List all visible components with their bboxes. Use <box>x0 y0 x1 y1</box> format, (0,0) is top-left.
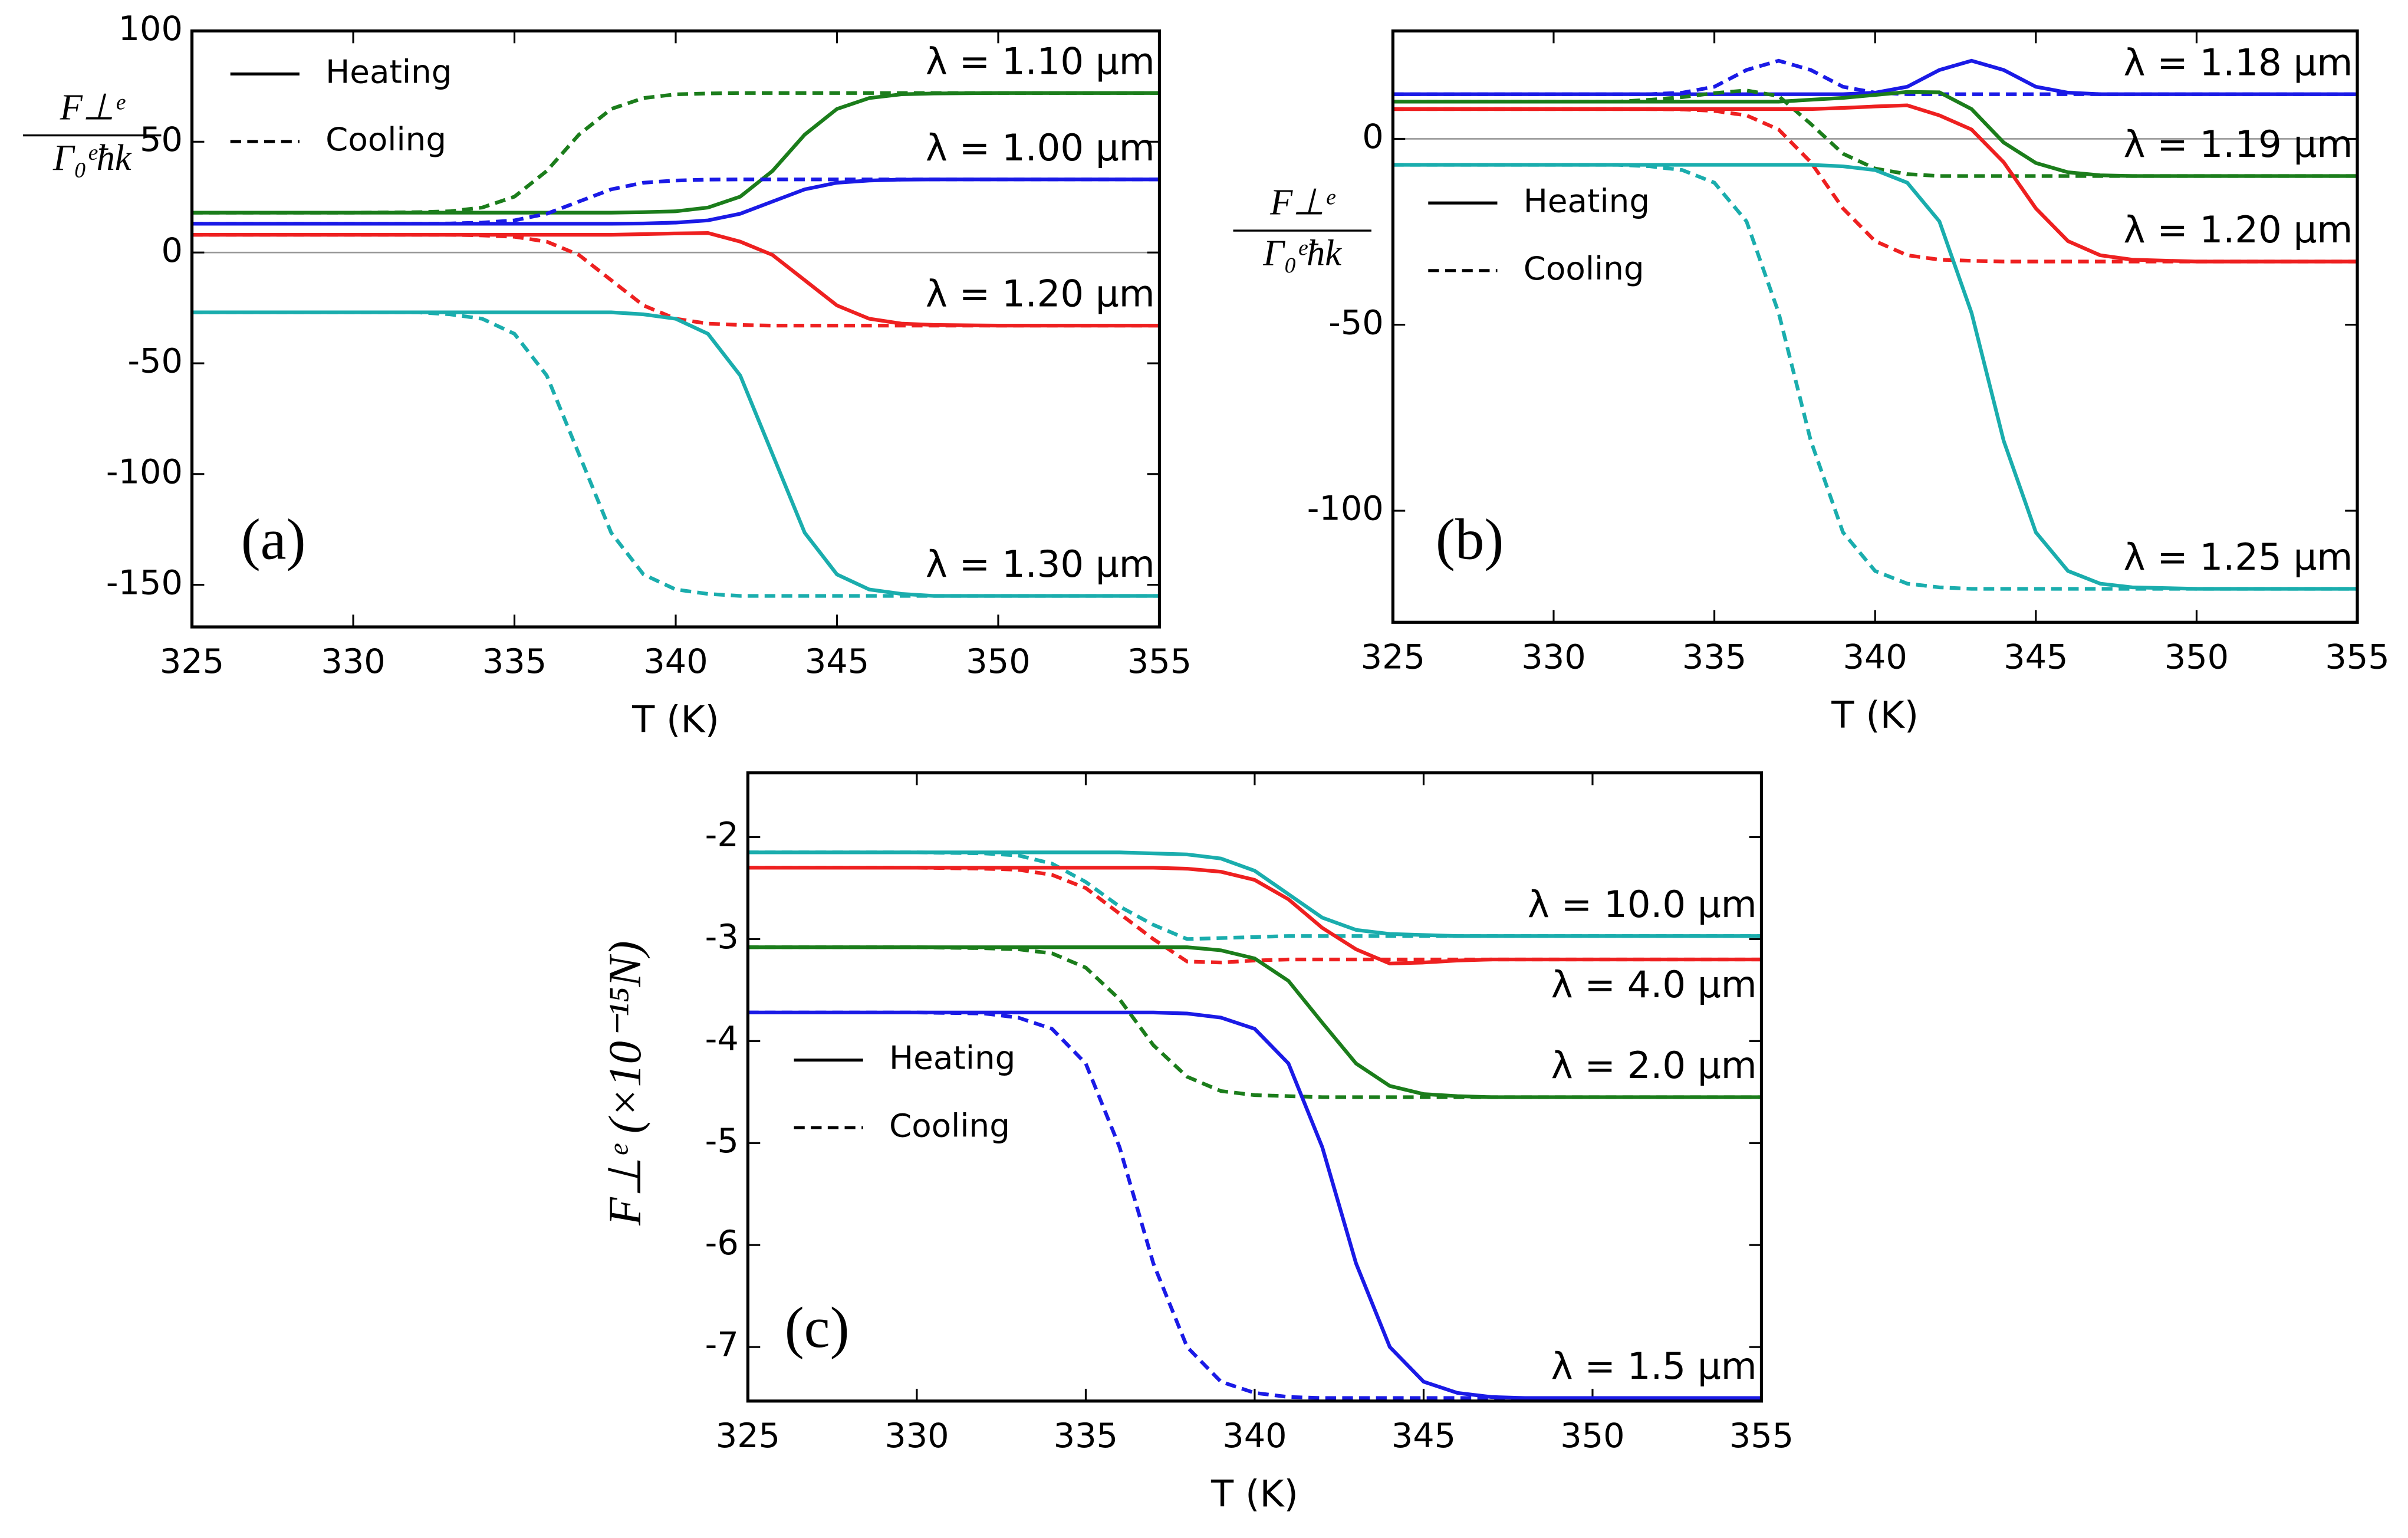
y-tick-label: -2 <box>705 815 739 855</box>
cooling-curve <box>192 178 1160 226</box>
y-tick-label: -3 <box>705 917 739 957</box>
x-tick-label: 340 <box>1222 1416 1287 1455</box>
x-axis-title: T (K) <box>1831 694 1919 737</box>
y-tick-label: -7 <box>705 1325 739 1365</box>
legend-label: Heating <box>325 53 452 91</box>
legend-label: Heating <box>1524 182 1650 219</box>
legend-label: Cooling <box>1524 249 1644 287</box>
x-tick-label: 330 <box>321 642 385 681</box>
x-tick-label: 345 <box>1391 1416 1456 1455</box>
y-axis-denominator: Γ₀ᵉħk <box>52 137 132 178</box>
x-tick-label: 350 <box>966 642 1030 681</box>
x-tick-label: 330 <box>1521 637 1585 676</box>
heating-curve <box>748 945 1762 1099</box>
heating-curve <box>1393 58 2358 96</box>
y-axis-title: F⊥ᵉ (×10⁻¹⁵N) <box>599 941 650 1226</box>
curve-label: λ = 1.30 μm <box>926 543 1155 586</box>
x-tick-label: 345 <box>805 642 869 681</box>
panel: 325 330 335 340 345 350 355 -7 -6 -5 -4 -3 -2 λ = 10.… <box>599 771 1794 1515</box>
x-tick-label: 355 <box>2325 637 2389 676</box>
x-tick-label: 335 <box>1682 637 1746 676</box>
y-axis-numerator: F⊥ᵉ <box>1269 182 1336 223</box>
x-axis-title: T (K) <box>1210 1472 1298 1515</box>
heating-curve <box>1393 103 2358 264</box>
curve-label: λ = 1.5 μm <box>1551 1345 1757 1388</box>
y-axis-denominator: Γ₀ᵉħk <box>1262 232 1342 274</box>
panel-label: (a) <box>241 508 306 572</box>
panel-label: (b) <box>1436 508 1504 572</box>
panel: 325 330 335 340 345 350 355 -150 -100 -50 0 50 100 λ … <box>23 9 1192 741</box>
y-tick-label: 50 <box>140 120 183 159</box>
x-tick-label: 335 <box>482 642 547 681</box>
heating-curve <box>748 1010 1762 1400</box>
plot-frame <box>1391 29 2359 624</box>
y-axis-numerator: F⊥ᵉ <box>60 86 126 127</box>
cooling-curve <box>192 91 1160 215</box>
y-tick-label: 0 <box>1362 117 1383 156</box>
curve-label: λ = 1.18 μm <box>2123 41 2353 84</box>
curve-label: λ = 1.20 μm <box>926 272 1155 316</box>
x-tick-label: 325 <box>716 1416 780 1455</box>
heating-curve <box>192 91 1160 215</box>
y-tick-label: -6 <box>705 1223 739 1263</box>
heating-curve <box>192 310 1160 598</box>
y-tick-label: 0 <box>161 231 182 270</box>
y-tick-label: -100 <box>1307 489 1384 528</box>
x-tick-label: 350 <box>1560 1416 1624 1455</box>
y-tick-label: -4 <box>705 1019 739 1059</box>
y-tick-label: -100 <box>106 452 183 491</box>
x-tick-label: 345 <box>2004 637 2068 676</box>
x-tick-label: 355 <box>1729 1416 1794 1455</box>
x-tick-label: 330 <box>884 1416 949 1455</box>
legend-label: Heating <box>889 1039 1015 1077</box>
curve-label: λ = 1.10 μm <box>926 40 1155 83</box>
curve-label: λ = 4.0 μm <box>1551 963 1757 1006</box>
plot-frame <box>190 29 1162 629</box>
cooling-curve <box>748 1010 1762 1400</box>
y-tick-label: -150 <box>106 563 183 602</box>
plot-frame <box>746 771 1764 1403</box>
heating-curve <box>192 178 1160 226</box>
x-tick-label: 325 <box>1361 637 1425 676</box>
panel: 325 330 335 340 345 350 355 -100 -50 0 λ = 1.18 μm… <box>1233 29 2390 737</box>
legend-label: Cooling <box>889 1106 1010 1144</box>
x-tick-label: 340 <box>643 642 708 681</box>
curve-label: λ = 2.0 μm <box>1551 1044 1757 1087</box>
legend-label: Cooling <box>325 120 446 158</box>
curve-label: λ = 1.19 μm <box>2123 123 2353 166</box>
y-tick-label: 100 <box>119 9 183 48</box>
x-tick-label: 335 <box>1054 1416 1118 1455</box>
x-tick-label: 350 <box>2164 637 2229 676</box>
y-tick-label: -50 <box>127 341 183 381</box>
heating-curve <box>748 866 1762 966</box>
heating-curve <box>1393 163 2358 591</box>
curve-label: λ = 1.00 μm <box>926 126 1155 169</box>
cooling-curve <box>192 310 1160 598</box>
x-axis-title: T (K) <box>631 698 719 741</box>
curve-label: λ = 1.25 μm <box>2123 535 2353 579</box>
cooling-curve <box>1393 163 2358 591</box>
heating-curve <box>1393 90 2358 178</box>
curve-label: λ = 1.20 μm <box>2123 208 2353 251</box>
curve-label: λ = 10.0 μm <box>1528 883 1757 926</box>
x-tick-label: 355 <box>1127 642 1192 681</box>
y-tick-label: -5 <box>705 1121 739 1161</box>
panel-label: (c) <box>785 1296 850 1360</box>
x-tick-label: 325 <box>160 642 224 681</box>
y-tick-label: -50 <box>1328 303 1384 342</box>
heating-curve <box>748 850 1762 938</box>
heating-curve <box>192 231 1160 328</box>
x-tick-label: 340 <box>1843 637 1907 676</box>
